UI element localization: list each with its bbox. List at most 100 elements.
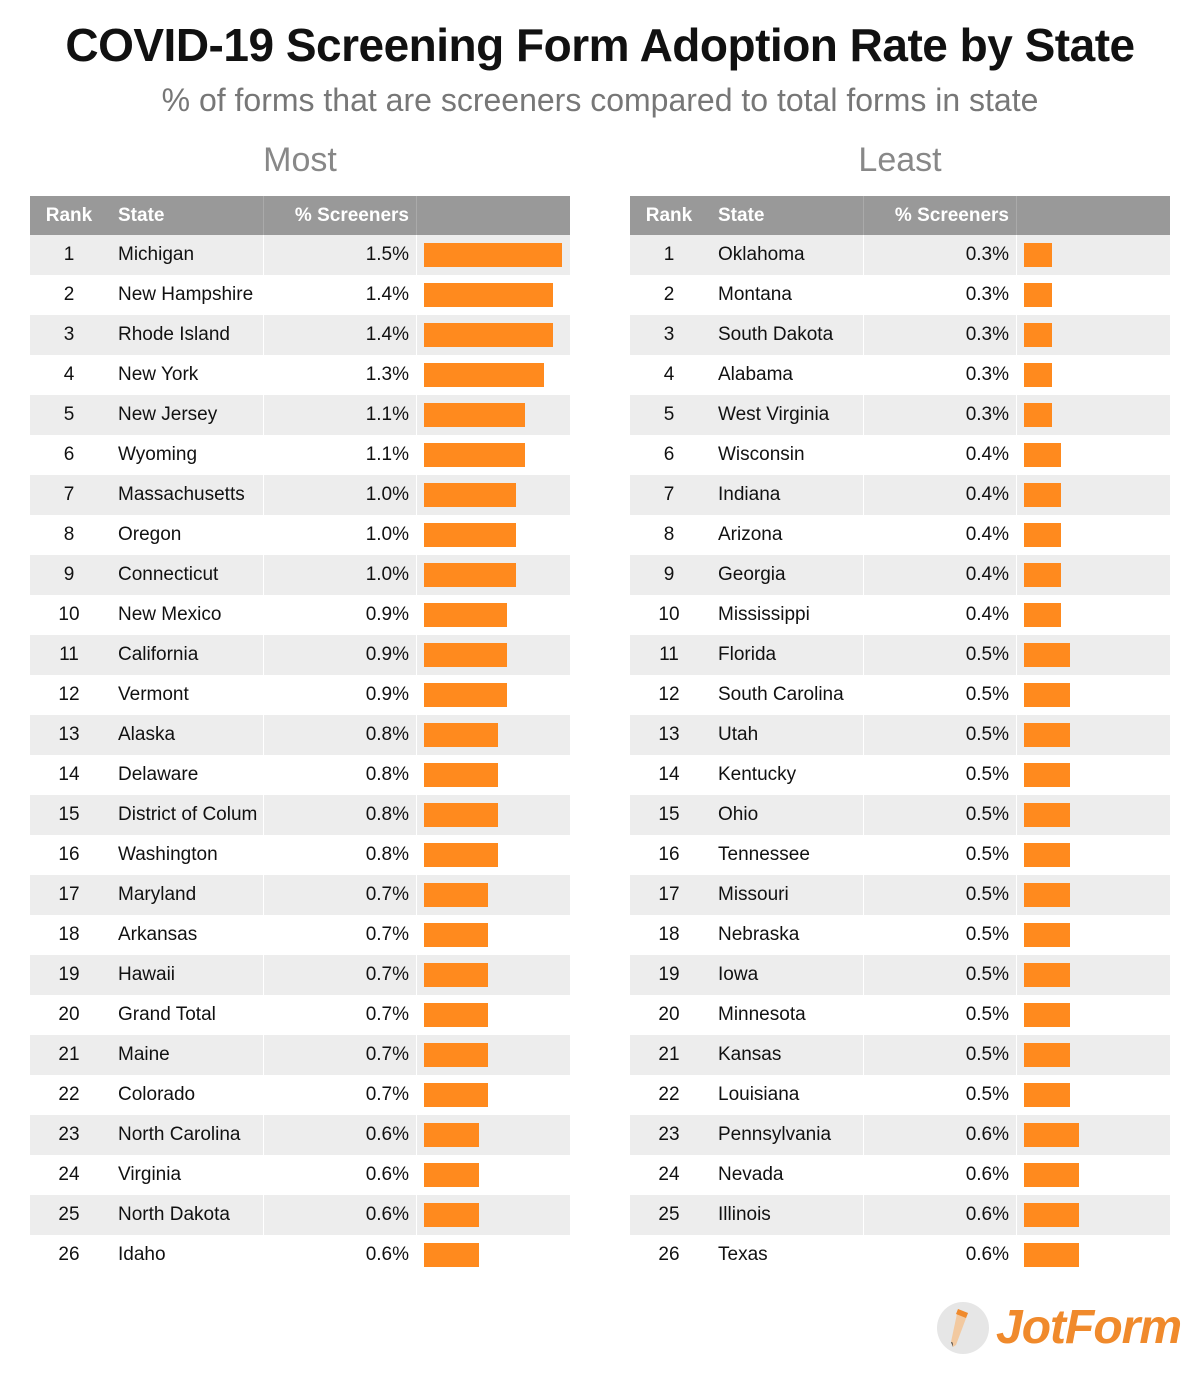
- pct-cell: 1.4%: [264, 315, 417, 355]
- table-row: 14 Delaware 0.8%: [30, 755, 570, 795]
- table-row: 12 South Carolina 0.5%: [630, 675, 1170, 715]
- rank-header: Rank: [645, 205, 693, 226]
- table-header: Rank State % Screeners: [30, 196, 570, 235]
- value-bar: [424, 363, 544, 387]
- state-cell: Arizona: [708, 515, 864, 555]
- value-bar: [1024, 1083, 1070, 1107]
- pct-cell: 0.5%: [864, 1035, 1017, 1075]
- pct-cell: 0.3%: [864, 235, 1017, 275]
- table-row: 9 Connecticut 1.0%: [30, 555, 570, 595]
- state-cell: Mississippi: [708, 595, 864, 635]
- value-bar: [424, 483, 516, 507]
- state-cell: Florida: [708, 635, 864, 675]
- chart-subtitle: % of forms that are screeners compared t…: [161, 82, 1039, 118]
- pct-cell: 1.0%: [264, 555, 417, 595]
- pct-cell: 0.7%: [264, 1035, 417, 1075]
- pct-cell: 0.9%: [264, 595, 417, 635]
- rank-cell: 14: [658, 764, 680, 785]
- table-row: 15 Ohio 0.5%: [630, 795, 1170, 835]
- state-cell: Indiana: [708, 475, 864, 515]
- state-cell: Maryland: [108, 875, 264, 915]
- panel-title: Most: [263, 141, 337, 179]
- rank-cell: 25: [58, 1204, 80, 1225]
- pct-cell: 0.5%: [864, 715, 1017, 755]
- state-cell: Minnesota: [708, 995, 864, 1035]
- value-bar: [1024, 923, 1070, 947]
- rank-cell: 16: [58, 844, 80, 865]
- state-cell: Grand Total: [108, 995, 264, 1035]
- state-cell: Georgia: [708, 555, 864, 595]
- logo-text: JotForm: [996, 1301, 1182, 1354]
- value-bar: [424, 1243, 480, 1267]
- value-bar: [424, 1123, 480, 1147]
- state-cell: Oklahoma: [708, 235, 864, 275]
- rank-cell: 2: [63, 284, 75, 305]
- rank-cell: 8: [63, 524, 75, 545]
- state-cell: New York: [108, 355, 264, 395]
- state-cell: Hawaii: [108, 955, 264, 995]
- value-bar: [1024, 443, 1061, 467]
- rank-cell: 7: [663, 484, 675, 505]
- rank-cell: 3: [63, 324, 75, 345]
- state-cell: Montana: [708, 275, 864, 315]
- pct-cell: 0.5%: [864, 1075, 1017, 1115]
- rank-cell: 6: [63, 444, 75, 465]
- state-cell: Delaware: [108, 755, 264, 795]
- rank-cell: 4: [63, 364, 75, 385]
- table-row: 16 Washington 0.8%: [30, 835, 570, 875]
- table-row: 12 Vermont 0.9%: [30, 675, 570, 715]
- value-bar: [424, 683, 507, 707]
- table-row: 8 Arizona 0.4%: [630, 515, 1170, 555]
- value-bar: [1024, 683, 1070, 707]
- pct-cell: 0.4%: [864, 475, 1017, 515]
- rank-cell: 21: [658, 1044, 680, 1065]
- pct-cell: 0.5%: [864, 955, 1017, 995]
- table-header: Rank State % Screeners: [630, 196, 1170, 235]
- rank-cell: 26: [58, 1244, 80, 1265]
- value-bar: [424, 283, 553, 307]
- pct-cell: 0.6%: [864, 1235, 1017, 1275]
- pct-cell: 0.7%: [264, 995, 417, 1035]
- pct-header: % Screeners: [264, 196, 417, 235]
- state-cell: Rhode Island: [108, 315, 264, 355]
- rank-cell: 10: [58, 604, 80, 625]
- rank-cell: 24: [58, 1164, 80, 1185]
- pct-cell: 0.9%: [264, 635, 417, 675]
- value-bar: [424, 563, 516, 587]
- table-row: 25 North Dakota 0.6%: [30, 1195, 570, 1235]
- pct-cell: 0.6%: [864, 1155, 1017, 1195]
- pct-cell: 0.8%: [264, 835, 417, 875]
- table-row: 6 Wisconsin 0.4%: [630, 435, 1170, 475]
- value-bar: [424, 963, 489, 987]
- pct-cell: 1.5%: [264, 235, 417, 275]
- value-bar: [424, 523, 516, 547]
- table-row: 11 California 0.9%: [30, 635, 570, 675]
- pct-cell: 0.5%: [864, 915, 1017, 955]
- state-cell: Maine: [108, 1035, 264, 1075]
- table-row: 5 West Virginia 0.3%: [630, 395, 1170, 435]
- state-cell: Ohio: [708, 795, 864, 835]
- state-cell: North Carolina: [108, 1115, 264, 1155]
- table-row: 24 Nevada 0.6%: [630, 1155, 1170, 1195]
- state-cell: Virginia: [108, 1155, 264, 1195]
- state-cell: New Jersey: [108, 395, 264, 435]
- value-bar: [1024, 843, 1070, 867]
- table-row: 10 New Mexico 0.9%: [30, 595, 570, 635]
- state-cell: Alaska: [108, 715, 264, 755]
- rank-cell: 22: [658, 1084, 680, 1105]
- table-row: 17 Missouri 0.5%: [630, 875, 1170, 915]
- pct-cell: 0.5%: [864, 995, 1017, 1035]
- value-bar: [1024, 763, 1070, 787]
- state-cell: Wisconsin: [708, 435, 864, 475]
- pct-cell: 0.6%: [864, 1115, 1017, 1155]
- table-row: 3 Rhode Island 1.4%: [30, 315, 570, 355]
- table-row: 4 New York 1.3%: [30, 355, 570, 395]
- value-bar: [1024, 723, 1070, 747]
- pct-cell: 0.6%: [264, 1235, 417, 1275]
- table-row: 21 Kansas 0.5%: [630, 1035, 1170, 1075]
- value-bar: [1024, 323, 1052, 347]
- rank-cell: 20: [658, 1004, 680, 1025]
- table-row: 2 New Hampshire 1.4%: [30, 275, 570, 315]
- state-cell: Utah: [708, 715, 864, 755]
- table-row: 18 Arkansas 0.7%: [30, 915, 570, 955]
